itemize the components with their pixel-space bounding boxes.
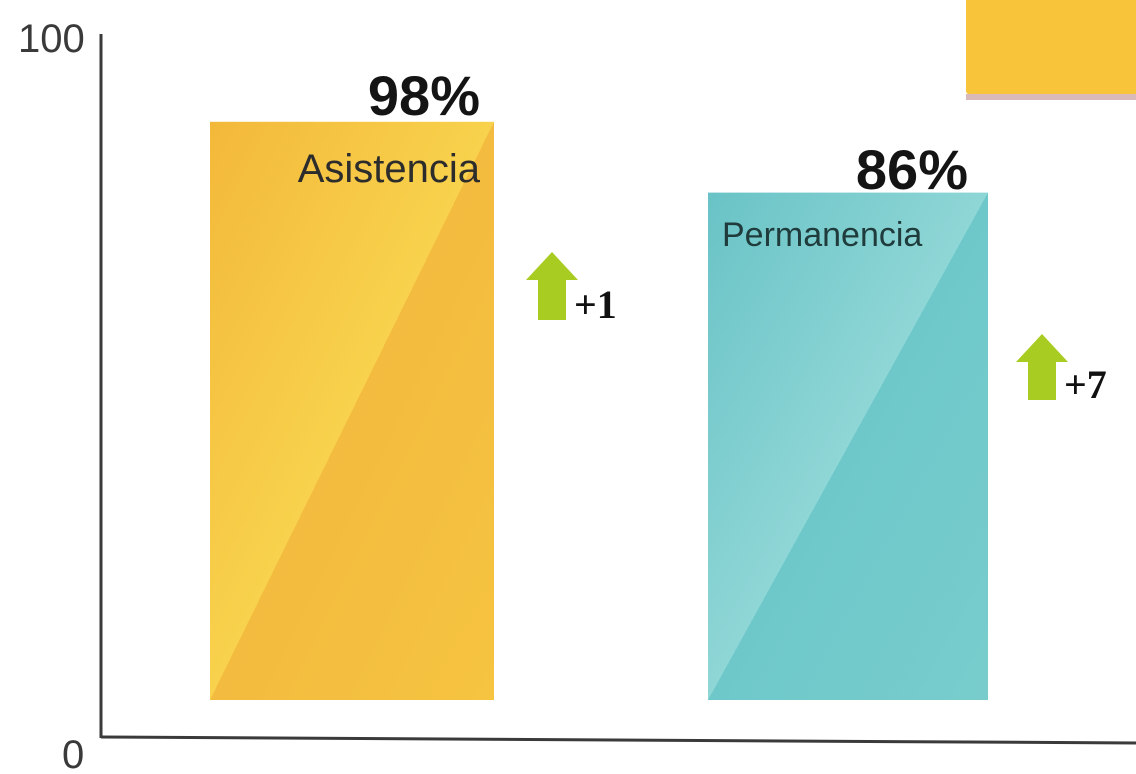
bar-permanencia bbox=[708, 192, 988, 700]
top-right-legend-box bbox=[966, 0, 1136, 94]
up-arrow-icon bbox=[1016, 334, 1068, 400]
change-label-permanencia: +7 bbox=[1064, 362, 1107, 407]
value-label-asistencia: 98% bbox=[368, 64, 480, 127]
category-label-asistencia: Asistencia bbox=[298, 147, 481, 191]
up-arrow-icon bbox=[526, 252, 578, 320]
y-tick-zero: 0 bbox=[62, 733, 84, 774]
change-label-asistencia: +1 bbox=[574, 282, 617, 327]
bar-asistencia bbox=[210, 121, 494, 701]
category-label-permanencia: Permanencia bbox=[722, 216, 922, 254]
y-tick-max: 100 bbox=[18, 17, 85, 61]
x-axis bbox=[100, 735, 1136, 745]
top-right-legend-box-shadow bbox=[966, 94, 1136, 100]
value-label-permanencia: 86% bbox=[856, 138, 968, 201]
